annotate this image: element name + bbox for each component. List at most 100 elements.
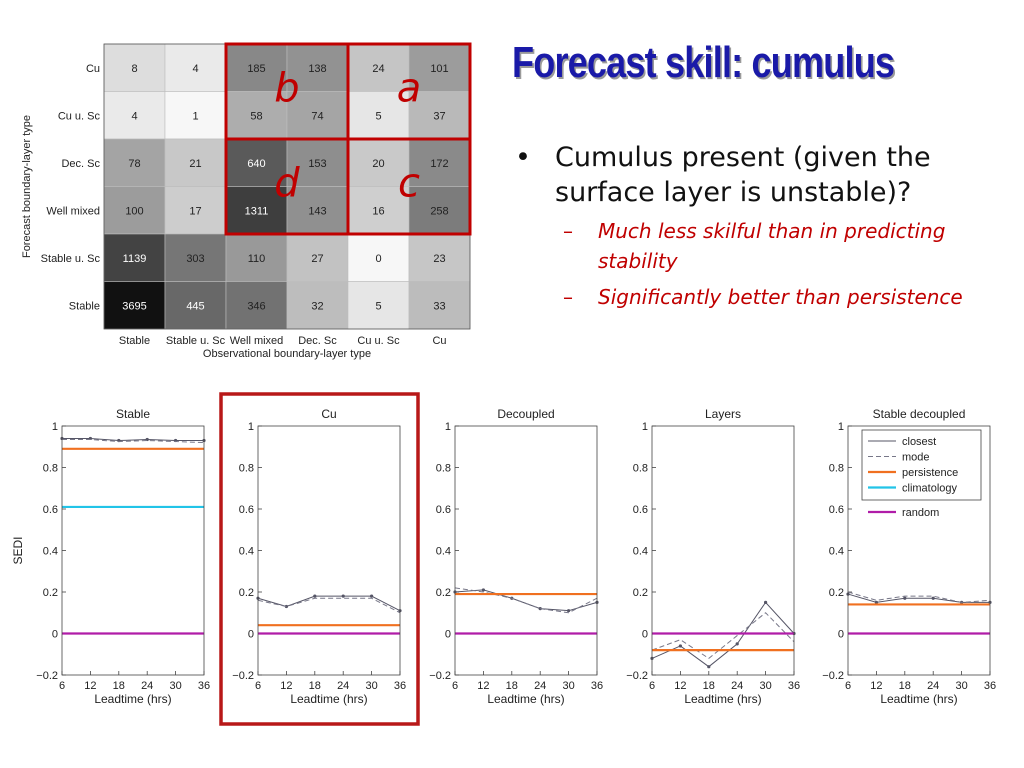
x-tick-label: 36	[394, 680, 406, 692]
y-tick-label: 0	[248, 629, 254, 641]
y-tick-label: 0.2	[43, 587, 58, 599]
y-tick-label: 0.8	[43, 463, 58, 475]
data-point	[903, 596, 907, 600]
cell-value: 78	[128, 158, 140, 170]
x-tick-label: 30	[365, 680, 377, 692]
x-tick-label: Dec. Sc	[298, 335, 337, 347]
x-tick-label: 30	[562, 680, 574, 692]
heatmap-cell	[347, 186, 410, 235]
x-tick-label: 12	[84, 680, 96, 692]
cell-value: 445	[186, 300, 204, 312]
annotation-label: b	[274, 66, 299, 112]
x-tick-label: 30	[955, 680, 967, 692]
x-tick-label: Cu	[432, 335, 446, 347]
panel-title: Stable	[116, 407, 150, 421]
y-tick-label: 0	[52, 629, 58, 641]
cell-value: 1139	[123, 253, 147, 265]
cell-value: 153	[308, 158, 326, 170]
x-tick-label: 30	[169, 680, 181, 692]
data-point	[341, 594, 345, 598]
cell-value: 16	[372, 205, 384, 217]
series-line-mode	[454, 587, 598, 614]
cell-value: 172	[430, 158, 448, 170]
data-point	[481, 588, 485, 592]
contingency-heatmap: 8 4 185 138 24 101 4 1 58 74 5 37 78 21 640 153 20 172 100…	[21, 42, 472, 360]
heatmap-cell	[347, 138, 410, 187]
y-tick-label: 0.4	[633, 546, 648, 558]
x-tick-label: 6	[59, 680, 65, 692]
y-tick-label: 0.2	[239, 587, 254, 599]
cell-value: 58	[250, 110, 262, 122]
cell-value: 0	[375, 253, 381, 265]
data-point	[370, 594, 374, 598]
cell-value: 185	[247, 63, 265, 75]
y-tick-label: 1	[838, 421, 844, 433]
panel-title: Cu	[321, 407, 336, 421]
y-tick-label: 1	[642, 421, 648, 433]
x-tick-label: 24	[534, 680, 546, 692]
cell-value: 138	[308, 63, 326, 75]
y-tick-label: 0.2	[436, 587, 451, 599]
heatmap-cell	[286, 91, 349, 140]
cell-value: 33	[433, 300, 445, 312]
cell-value: 4	[192, 63, 198, 75]
data-point	[764, 600, 768, 604]
panel-title: Decoupled	[497, 407, 554, 421]
x-tick-label: 24	[927, 680, 939, 692]
y-tick-label: 0	[642, 629, 648, 641]
y-tick-label: Well mixed	[46, 205, 100, 217]
annotation-box	[346, 137, 472, 236]
annotation-label: c	[398, 161, 420, 207]
y-tick-label: 0.8	[633, 463, 648, 475]
y-tick-label: 0.4	[829, 546, 844, 558]
cell-value: 346	[247, 300, 265, 312]
y-tick-label: Cu u. Sc	[58, 110, 101, 122]
x-tick-label: 18	[309, 680, 321, 692]
y-tick-label: 1	[52, 421, 58, 433]
panel-frame	[257, 425, 401, 676]
y-tick-label: 0.8	[829, 463, 844, 475]
cell-value: 1	[192, 110, 198, 122]
data-point	[874, 600, 879, 604]
panel-frame	[651, 425, 795, 676]
y-axis-label: Forecast boundary-layer type	[21, 115, 33, 258]
cell-value: 20	[372, 158, 384, 170]
cell-value: 1311	[245, 205, 269, 217]
series-line-closest	[847, 593, 990, 603]
annotation-label: a	[397, 66, 422, 112]
x-tick-label: 12	[674, 680, 686, 692]
x-tick-label: 12	[477, 680, 489, 692]
heatmap-cell	[408, 91, 471, 140]
x-tick-label: 24	[337, 680, 349, 692]
heatmap-cell	[225, 233, 288, 282]
legend-label: mode	[902, 452, 930, 464]
heatmap-cell	[347, 43, 410, 92]
y-tick-label: Stable u. Sc	[41, 253, 101, 265]
y-tick-label: Cu	[86, 63, 100, 75]
x-tick-label: 18	[899, 680, 911, 692]
y-tick-label: −0.2	[36, 670, 58, 682]
x-tick-label: 36	[984, 680, 996, 692]
x-tick-label: Cu u. Sc	[357, 335, 400, 347]
y-tick-label: −0.2	[232, 670, 254, 682]
x-tick-label: Stable u. Sc	[166, 335, 226, 347]
data-point	[707, 665, 711, 669]
y-tick-label: −0.2	[626, 670, 648, 682]
x-tick-label: 36	[198, 680, 210, 692]
cell-value: 32	[311, 300, 323, 312]
x-tick-label: 18	[113, 680, 125, 692]
legend-label: random	[902, 507, 939, 519]
sedi-line-panels: Stable −0.2 0 0.2 0.4 0.6 0.8 1 6 12 18 24 30 36 Leadt…	[11, 392, 996, 726]
y-tick-label: 1	[445, 421, 451, 433]
slide-title: Forecast skill: cumulus	[512, 38, 895, 87]
cell-value: 100	[125, 205, 143, 217]
y-tick-label: 0.6	[239, 504, 254, 516]
heatmap-cell	[408, 43, 471, 92]
data-point	[931, 596, 935, 600]
heatmap-cell	[286, 43, 349, 92]
x-tick-label: 36	[591, 680, 603, 692]
heatmap-cell	[347, 233, 410, 282]
x-tick-label: 6	[845, 680, 851, 692]
heatmap-cell	[103, 281, 166, 330]
annotation-label: d	[274, 161, 300, 207]
